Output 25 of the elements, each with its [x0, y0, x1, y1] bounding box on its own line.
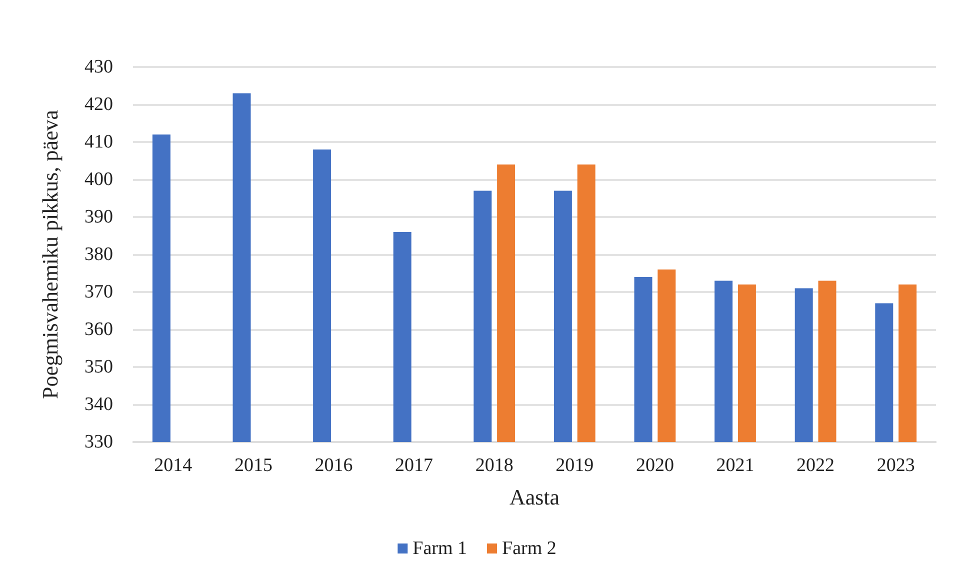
y-tick-label: 380 — [84, 244, 113, 265]
legend-label: Farm 1 — [412, 538, 468, 559]
y-tick-label: 370 — [84, 282, 113, 302]
y-tick-label: 390 — [84, 206, 113, 228]
x-axis-title: Aasta — [509, 484, 560, 510]
x-tick-label: 2020 — [636, 455, 674, 476]
x-tick-label: 2018 — [475, 455, 514, 476]
x-tick-label: 2017 — [395, 455, 434, 476]
y-tick-label: 360 — [84, 319, 113, 340]
y-tick-label: 420 — [84, 94, 113, 115]
y-tick-label: 430 — [84, 56, 113, 78]
y-tick-label: 340 — [84, 394, 113, 415]
x-tick-label: 2014 — [154, 455, 193, 476]
x-tick-label: 2015 — [234, 455, 272, 476]
y-axis-title: Poegmisvahemiku pikkus, päeva — [38, 110, 62, 400]
x-tick-label: 2023 — [876, 455, 915, 476]
x-tick-label: 2016 — [314, 455, 353, 476]
x-tick-label: 2022 — [796, 455, 835, 476]
y-tick-label: 400 — [84, 169, 113, 190]
x-tick-label: 2021 — [716, 455, 754, 476]
y-tick-label: 330 — [84, 432, 113, 452]
y-tick-label: 350 — [84, 356, 113, 378]
legend-label: Farm 2 — [502, 538, 556, 559]
y-tick-label: 410 — [84, 132, 113, 152]
x-tick-label: 2019 — [556, 455, 594, 476]
